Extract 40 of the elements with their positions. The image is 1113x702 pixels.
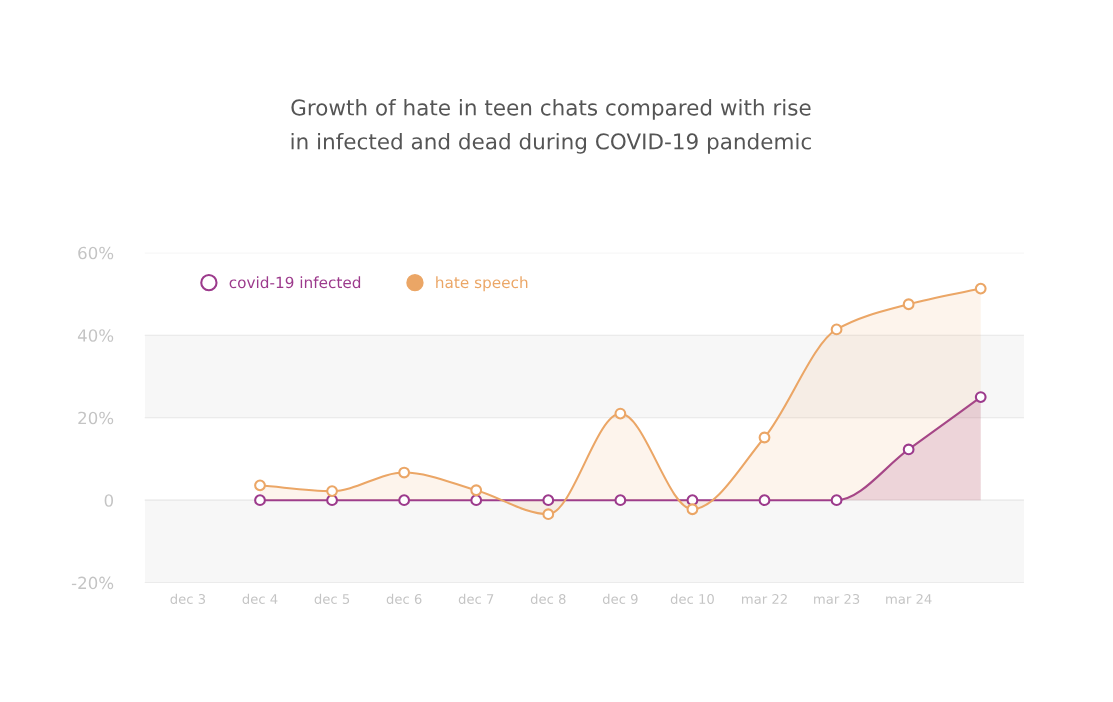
point	[470, 484, 483, 497]
point	[830, 323, 843, 336]
point	[830, 494, 843, 507]
point	[326, 494, 338, 507]
point	[326, 485, 338, 497]
point	[758, 431, 771, 444]
x-tick-label: dec 3	[170, 593, 206, 604]
point	[254, 479, 266, 492]
point	[470, 494, 483, 507]
legend-label: covid-19 infected	[229, 276, 361, 289]
x-tick-label: dec 5	[314, 593, 350, 604]
y-tick-label: 20%	[78, 411, 114, 425]
legend-label: hate speech	[436, 276, 528, 292]
point	[614, 407, 627, 420]
point	[974, 282, 987, 295]
point	[758, 494, 771, 507]
y-tick-label: 0	[104, 494, 114, 507]
chart-title: Growth of hate in teen chats compared with rise in infected and dead during COVID-19 pandemic	[291, 98, 811, 154]
point	[542, 508, 555, 521]
x-tick-label: dec 9	[602, 593, 638, 604]
point	[254, 494, 266, 507]
x-tick-label: dec 7	[458, 593, 494, 604]
y-tick-label: 60%	[78, 246, 114, 260]
point	[614, 494, 627, 507]
x-tick-label: dec 10	[670, 593, 714, 604]
x-tick-label: mar 23	[814, 594, 860, 604]
point	[686, 503, 699, 516]
point	[902, 443, 915, 456]
x-tick-label: dec 4	[242, 593, 278, 604]
x-tick-label: mar 22	[742, 594, 787, 604]
point	[902, 298, 915, 311]
x-tick-label: dec 6	[386, 593, 422, 604]
point	[398, 466, 411, 479]
x-tick-label: mar 24	[886, 594, 932, 604]
y-tick-label: -20%	[71, 576, 114, 590]
x-tick-label: dec 8	[530, 593, 566, 604]
point	[542, 494, 555, 507]
point	[974, 391, 987, 403]
y-tick-label: 40%	[77, 329, 114, 342]
point	[398, 494, 411, 507]
